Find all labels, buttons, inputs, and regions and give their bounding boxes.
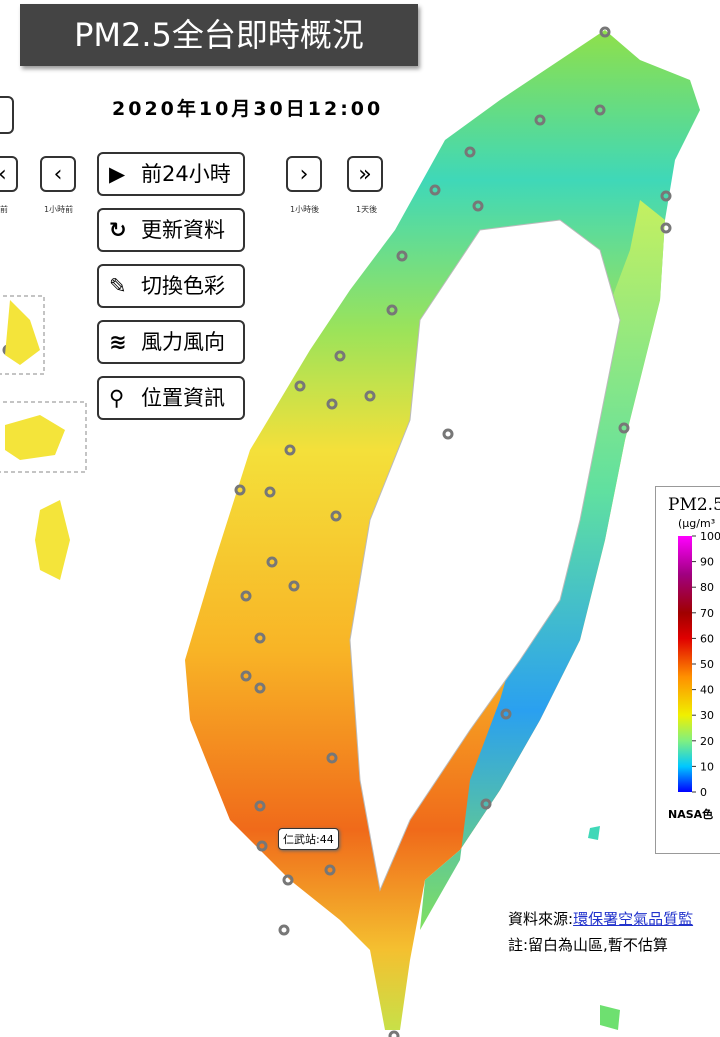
source-prefix: 資料來源: bbox=[508, 910, 574, 928]
island bbox=[5, 415, 65, 460]
tick-label: 100 bbox=[700, 530, 720, 543]
button-label: 切換色彩 bbox=[141, 274, 225, 298]
legend-title: PM2.5 bbox=[668, 495, 720, 515]
partial-button[interactable] bbox=[0, 96, 14, 134]
island bbox=[600, 1005, 620, 1030]
station-label: 仁武站:44 bbox=[278, 828, 339, 850]
menu-button[interactable]: ▶ 前24小時 bbox=[97, 152, 245, 196]
menu-button[interactable]: ⚲ 位置資訊 bbox=[97, 376, 245, 420]
legend-unit: (μg/m³ bbox=[678, 517, 716, 530]
island bbox=[35, 500, 70, 580]
tick-label: 50 bbox=[700, 658, 714, 671]
note: 註:留白為山區,暫不估算 bbox=[508, 936, 668, 954]
island bbox=[588, 826, 600, 840]
menu-button[interactable]: ≋ 風力風向 bbox=[97, 320, 245, 364]
tick-label: 80 bbox=[700, 581, 714, 594]
nav-last[interactable]: » bbox=[347, 156, 383, 192]
button-label: 更新資料 bbox=[141, 218, 225, 242]
tick-label: 40 bbox=[700, 684, 714, 697]
button-label: 位置資訊 bbox=[141, 386, 225, 410]
color-bar bbox=[678, 536, 692, 792]
source: 資料來源:環保署空氣品質監 bbox=[508, 908, 693, 929]
icon: ▶ bbox=[109, 162, 126, 186]
mountain-blank bbox=[349, 219, 621, 892]
button-label: 風力風向 bbox=[141, 330, 225, 354]
nav-label: 1小時後 bbox=[290, 205, 320, 214]
tick-label: 60 bbox=[700, 632, 714, 645]
legend: PM2.5 (μg/m³ 0 10 20 30 40 50 60 70 80 90 100 NASA… bbox=[655, 486, 720, 854]
icon: ≋ bbox=[109, 330, 127, 354]
button-label: 前24小時 bbox=[141, 162, 231, 186]
datetime: 2020年10月30日12:00 bbox=[112, 98, 384, 120]
tick-label: 30 bbox=[700, 709, 714, 722]
menu-button[interactable]: ↻ 更新資料 bbox=[97, 208, 245, 252]
tick-label: 10 bbox=[700, 760, 714, 773]
nav-label: 1小時前 bbox=[44, 205, 74, 214]
icon: ⚲ bbox=[109, 386, 125, 410]
nav-prev[interactable]: ‹ bbox=[40, 156, 76, 192]
island bbox=[5, 300, 40, 365]
tick-label: 70 bbox=[700, 607, 714, 620]
source-link[interactable]: 環保署空氣品質監 bbox=[573, 910, 694, 928]
nav-label: 1天後 bbox=[356, 205, 378, 214]
nav-next[interactable]: › bbox=[286, 156, 322, 192]
icon: ✎ bbox=[109, 274, 127, 298]
nav-first[interactable]: « bbox=[0, 156, 18, 192]
inset-box bbox=[0, 295, 45, 375]
inset-box bbox=[0, 401, 87, 473]
icon: ↻ bbox=[109, 218, 127, 242]
nav-label: 前 bbox=[0, 205, 8, 214]
tick-label: 90 bbox=[700, 556, 714, 569]
tick-label: 0 bbox=[700, 786, 707, 799]
title: PM2.5全台即時概況 bbox=[20, 4, 418, 66]
legend-scale: 0 10 20 30 40 50 60 70 80 90 100 bbox=[678, 530, 720, 799]
legend-footer: NASA色 bbox=[668, 808, 714, 821]
tick-label: 20 bbox=[700, 735, 714, 748]
menu-button[interactable]: ✎ 切換色彩 bbox=[97, 264, 245, 308]
